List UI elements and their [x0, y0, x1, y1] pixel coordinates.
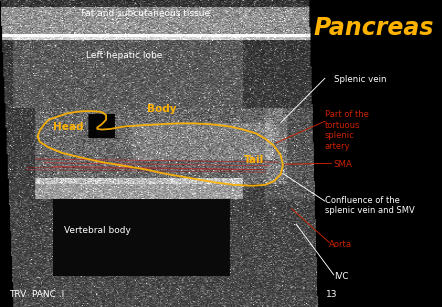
Text: Fat and subcutaneous tissue: Fat and subcutaneous tissue — [81, 9, 210, 18]
Text: Confluence of the
splenic vein and SMV: Confluence of the splenic vein and SMV — [325, 196, 415, 216]
Text: Left hepatic lobe: Left hepatic lobe — [86, 51, 162, 60]
Text: Vertebral body: Vertebral body — [64, 226, 131, 235]
Text: TRV  PANC  I: TRV PANC I — [9, 290, 64, 299]
Text: Tail: Tail — [244, 155, 264, 165]
Text: Aorta: Aorta — [329, 239, 352, 249]
Text: Splenic vein: Splenic vein — [334, 75, 386, 84]
Text: Pancreas: Pancreas — [313, 16, 434, 40]
Text: SMA: SMA — [334, 160, 353, 169]
Text: Part of the
tortuous
splenic
artery: Part of the tortuous splenic artery — [325, 111, 369, 150]
Text: Head: Head — [53, 122, 84, 132]
Text: IVC: IVC — [334, 272, 348, 281]
Text: Body: Body — [147, 104, 176, 114]
Text: 13: 13 — [326, 290, 337, 299]
